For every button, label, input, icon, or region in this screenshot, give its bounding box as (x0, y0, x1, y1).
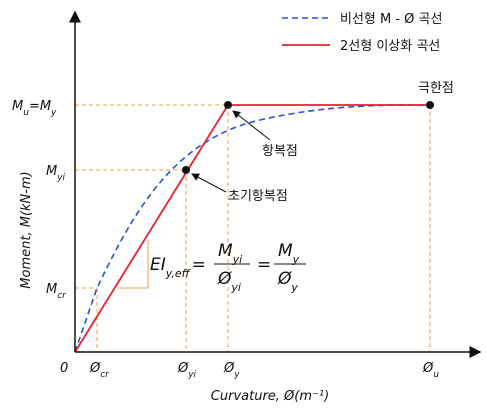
slope-triangle (118, 240, 149, 289)
formula-eq: = (257, 255, 271, 275)
annotation: 항복점 (262, 144, 298, 159)
x-axis-title: Curvature, Ø(m⁻¹) (211, 389, 329, 404)
x-label: Øy (223, 361, 240, 380)
x-label: Øu (422, 361, 439, 380)
annotation: 극한점 (418, 81, 454, 96)
yield-point (224, 101, 232, 109)
initial-yield-point (182, 166, 190, 174)
y-label: Myi (46, 164, 66, 183)
legend-label: 2선형 이상화 곡선 (340, 39, 440, 54)
y-axis-title: Moment, M(kN-m) (19, 171, 34, 288)
formula-lhs: EIy,eff = (150, 255, 206, 280)
y-label: Mu=My (12, 99, 57, 118)
fraction-denominator: Øy (277, 269, 298, 294)
annotation-arrow (191, 173, 227, 193)
y-label: Mcr (46, 282, 67, 301)
x-label: Øyi (177, 361, 197, 380)
annotation: 초기항복점 (228, 189, 288, 204)
origin-label: 0 (60, 361, 68, 376)
x-label: Øcr (89, 361, 110, 380)
fraction-denominator: Øyi (217, 269, 241, 294)
fraction-numerator: Myi (218, 241, 242, 266)
annotation-arrow (232, 110, 271, 141)
legend-label: 비선형 M - Ø 곡선 (340, 12, 442, 27)
ultimate-point (426, 101, 434, 109)
fraction-numerator: My (278, 241, 300, 266)
nonlinear-curve (74, 104, 431, 353)
